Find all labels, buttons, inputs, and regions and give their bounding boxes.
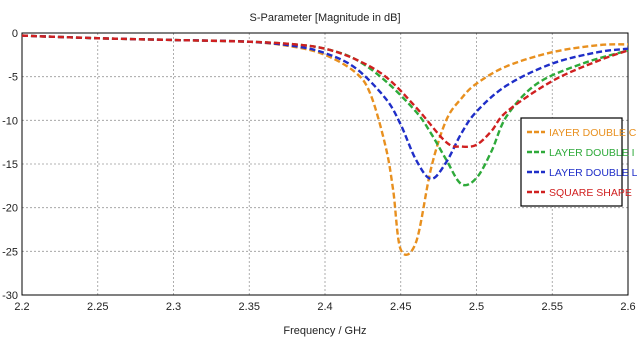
x-tick-label: 2.45 [390, 301, 411, 313]
plot-frame [21, 32, 629, 296]
y-tick-label: -5 [8, 72, 18, 84]
legend-label-1: IAYER DOUBLE C [549, 127, 637, 139]
y-tick-label: -20 [2, 203, 18, 215]
legend-label-2: LAYER DOUBLE I [549, 147, 635, 159]
y-tick-label: -25 [2, 246, 18, 258]
legend-label-4: SQUARE SHAPE [549, 187, 632, 199]
chart-title: S-Parameter [Magnitude in dB] [249, 12, 400, 24]
y-tick-label: -10 [2, 115, 18, 127]
x-tick-label: 2.55 [542, 301, 563, 313]
x-tick-label: 2.6 [620, 301, 635, 313]
y-tick-label: 0 [12, 28, 18, 40]
legend-label-3: LAYER DOUBLE L [549, 167, 637, 179]
x-tick-label: 2.25 [87, 301, 108, 313]
y-tick-label: -15 [2, 159, 18, 171]
x-axis-title: Frequency / GHz [283, 325, 366, 337]
legend[interactable]: IAYER DOUBLE C LAYER DOUBLE I LAYER DOUBLE… [520, 117, 637, 207]
x-tick-label: 2.35 [239, 301, 260, 313]
x-tick-label: 2.4 [317, 301, 332, 313]
x-tick-label: 2.2 [14, 301, 29, 313]
series-group [21, 34, 629, 256]
x-tick-labels: 2.2 2.25 2.3 2.35 2.4 2.45 2.5 2.55 2.6 [14, 301, 635, 313]
y-tick-label: -30 [2, 290, 18, 302]
y-tick-labels: 0 -5 -10 -15 -20 -25 -30 [2, 28, 18, 302]
series-line-4 [21, 34, 629, 149]
x-tick-label: 2.3 [166, 301, 181, 313]
x-tick-label: 2.5 [469, 301, 484, 313]
